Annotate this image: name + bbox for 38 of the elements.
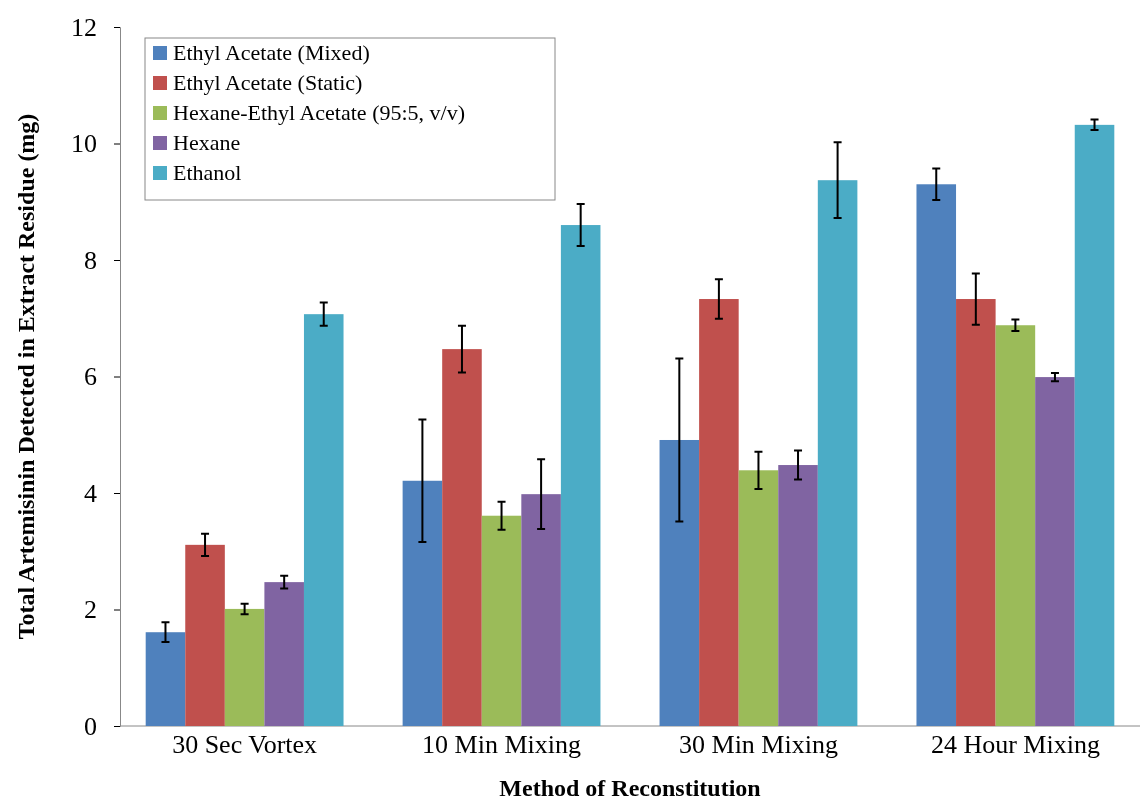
y-tick-label: 6	[84, 362, 97, 392]
legend-label: Ethyl Acetate (Mixed)	[173, 40, 370, 65]
bar	[560, 225, 601, 726]
legend-label: Ethyl Acetate (Static)	[173, 70, 363, 95]
x-axis-title: Method of Reconstitution	[499, 775, 761, 801]
bar	[521, 494, 561, 726]
y-tick-label: 2	[84, 595, 97, 625]
x-tick-label: 30 Sec Vortex	[172, 730, 318, 759]
bar	[699, 299, 739, 726]
y-tick-label: 10	[71, 129, 97, 159]
y-axis-title: Total Artemisinin Detected in Extract Residue (mg)	[13, 113, 39, 640]
bar	[442, 349, 482, 726]
y-tick-label: 0	[84, 711, 97, 741]
bar	[185, 544, 225, 726]
bar	[778, 465, 818, 726]
bar	[995, 325, 1036, 726]
x-tick-label: 30 Min Mixing	[679, 730, 838, 759]
x-tick-label: 24 Hour Mixing	[930, 730, 1100, 759]
legend-label: Ethanol	[173, 160, 242, 185]
bar	[659, 439, 700, 726]
legend-label: Hexane	[173, 130, 241, 155]
y-tick-label: 4	[84, 478, 97, 508]
bar	[264, 582, 304, 726]
bar	[145, 632, 186, 726]
bar	[481, 515, 522, 726]
x-tick-label: 10 Min Mixing	[422, 730, 581, 759]
bar	[738, 470, 779, 726]
bar	[1035, 377, 1075, 726]
legend-label: Hexane-Ethyl Acetate (95:5, v/v)	[173, 100, 466, 125]
bar	[916, 184, 957, 726]
bar	[402, 480, 443, 726]
bar	[1074, 124, 1115, 726]
bar	[817, 180, 858, 726]
bar	[956, 299, 996, 726]
bar	[303, 314, 344, 726]
y-tick-label: 12	[71, 12, 97, 42]
bar	[224, 608, 265, 726]
y-tick-label: 8	[84, 245, 97, 275]
